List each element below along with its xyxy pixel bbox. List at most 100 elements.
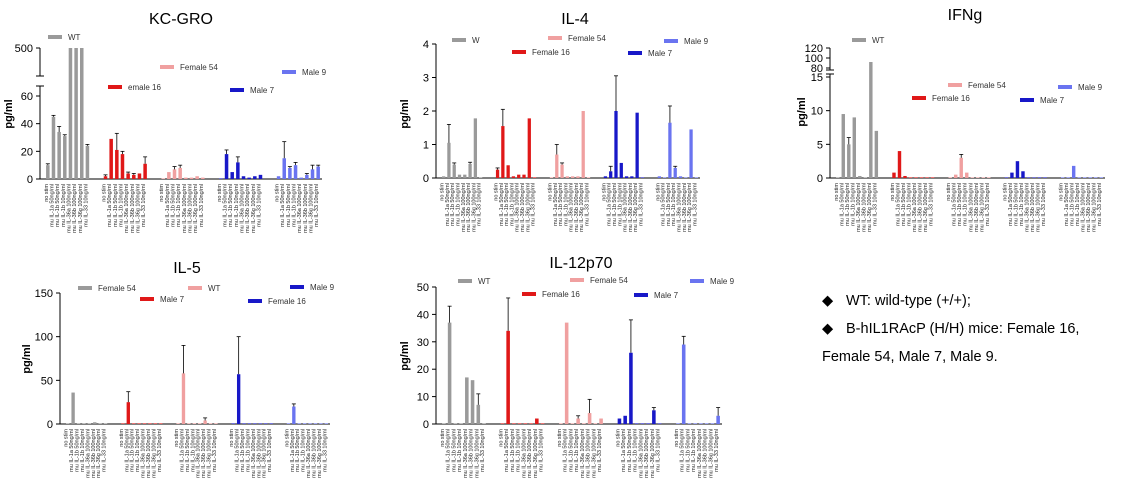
bar [687,423,692,424]
bar [479,177,483,178]
bar [694,177,698,178]
legend-swatch [522,292,536,296]
x-tick-label: mu IL-36a 100ng/ml [463,429,469,478]
bar [908,177,913,178]
legend-swatch [948,83,962,87]
bar [87,423,92,424]
legend-swatch [664,39,678,43]
x-tick-label: mu IL-1a 50ng/ml [563,429,569,472]
x-tick-label: mu IL-1b 10ng/ml [963,183,969,226]
bar [582,423,586,424]
bar [500,423,505,424]
y-tick-label: 50 [41,375,53,387]
legend-label: Male 9 [1078,83,1103,92]
x-tick-label: mu IL-36b 100ng/ml [466,183,472,232]
bar [120,154,125,179]
bar [137,173,142,179]
legend-swatch [628,51,642,55]
bar [657,176,661,178]
x-tick-label: mu IL-1b 10ng/ml [633,429,639,472]
bar [716,415,720,424]
x-tick-label: mu IL-36b 100ng/ml [311,429,317,478]
bar [981,177,985,178]
chart-title: IL-4 [561,11,589,28]
x-tick-label: mu IL-1b 10ng/ml [671,183,677,226]
y-tick-label: 10 [417,392,429,404]
legend-label: Male 9 [684,37,709,46]
bar [1066,177,1070,178]
x-tick-label: mu IL-1b 10ng/ml [61,184,67,227]
x-tick-label: mu IL-1b 50ng/ml [957,183,963,226]
x-tick-label: mu IL-36a 100ng/ml [623,183,629,232]
x-tick-label: mu IL-1a 50ng/ml [124,429,130,472]
legend-swatch [160,65,174,69]
x-tick-label: mu IL-36b 100ng/ml [974,183,980,232]
x-tick-label: mu IL-1b 50ng/ml [113,184,119,227]
legend-label: WT [208,284,221,293]
x-tick-label: mu IL-1b 50ng/ml [286,184,292,227]
bar [219,178,223,179]
x-tick-label: mu IL-36b 100ng/ml [586,429,592,478]
x-tick-label: mu IL-36g 100ng/ml [591,429,597,478]
bar [137,423,141,424]
x-tick-label: mu IL-1b 10ng/ml [516,429,522,472]
bar [863,177,868,178]
bar [599,418,603,424]
bar [476,404,481,424]
x-tick-label: mu IL-1b 50ng/ml [130,429,136,472]
bar [565,176,569,178]
bar [506,165,510,178]
bar [532,177,537,178]
x-tick-label: mu IL-33 10ng/ml [83,184,89,227]
x-tick-label: mu IL-36g 100ng/ml [633,183,639,232]
y-tick-label: 100 [35,332,53,344]
legend-label: Female 16 [932,94,970,103]
legend-label: Male 7 [1040,96,1065,105]
x-tick-label: mu IL-36a 100ng/ml [196,429,202,478]
y-tick-label: 60 [21,91,33,103]
x-tick-label: mu IL-1b 50ng/ml [504,183,510,226]
x-tick-label: mu IL-36b 100ng/ml [1086,183,1092,232]
x-tick-label: no stim [1002,183,1008,201]
x-tick-label: mu IL-1a 50ng/ml [661,183,667,226]
bar [1043,177,1047,178]
bar [919,177,924,178]
bar [858,175,862,178]
bar [46,165,50,179]
x-tick-label: mu IL-36g 100ng/ml [579,183,585,232]
x-tick-label: mu IL-1b 50ng/ml [75,429,81,472]
bar [132,174,136,179]
bar [457,174,462,178]
x-tick-label: mu IL-1b 50ng/ml [450,183,456,226]
x-tick-label: no stim [102,184,108,202]
x-tick-label: no stim [440,429,446,447]
bar [103,423,108,424]
y-tick-label: 3 [423,73,429,85]
bar [673,167,677,178]
legend-swatch [230,88,244,92]
bar [847,144,851,178]
legend-label: emale 16 [128,83,161,92]
x-tick-label: mu IL-1a 50ng/ml [235,429,241,472]
y-tick-label: 0 [423,173,429,185]
bar [1077,177,1081,178]
legend-swatch [248,299,262,303]
bar [308,423,312,424]
legend-swatch [452,38,466,42]
x-tick-label: mu IL-1b 10ng/ml [234,184,240,227]
x-tick-label: mu IL-1a 50ng/ml [607,183,613,226]
x-tick-label: mu IL-36a 100ng/ml [1024,183,1030,232]
bar [286,423,291,424]
bar [1015,161,1020,178]
x-tick-label: mu IL-1b 50ng/ml [612,183,618,226]
bar [198,423,202,424]
x-tick-label: mu IL-1b 50ng/ml [901,183,907,226]
x-tick-label: no stim [64,429,70,447]
bar [699,423,703,424]
bar [652,410,656,424]
bar [132,423,136,424]
legend-swatch [140,297,154,301]
bar [965,172,969,178]
bar [523,423,528,424]
